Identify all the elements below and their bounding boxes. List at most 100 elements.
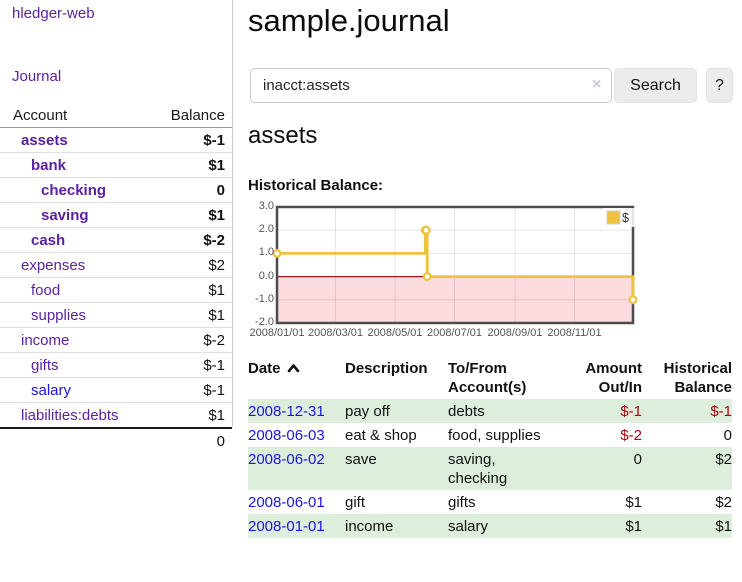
account-balance: $1 <box>208 306 225 324</box>
account-row: income $-2 <box>0 327 232 353</box>
chart-heading: Historical Balance: <box>248 177 384 194</box>
account-link[interactable]: salary <box>31 381 72 399</box>
data-point-marker <box>272 248 282 258</box>
account-link[interactable]: gifts <box>31 356 59 374</box>
account-link[interactable]: food <box>31 281 61 299</box>
legend-swatch <box>606 210 621 225</box>
account-link[interactable]: cash <box>31 231 66 249</box>
register-header-row: Date Description To/From Account(s) Amou… <box>248 357 732 399</box>
register-table: Date Description To/From Account(s) Amou… <box>248 357 732 538</box>
account-balance: $-1 <box>203 131 225 149</box>
y-axis-tick-label: 0.0 <box>258 269 274 282</box>
transaction-amount: $1 <box>625 494 642 511</box>
account-row: supplies $1 <box>0 302 232 328</box>
account-link[interactable]: income <box>21 331 70 349</box>
historical-balance-chart: $3.0 2.0 1.0 0.0 -1.0 -2.0 2008/01/01 2008/03/0… <box>248 200 642 345</box>
transaction-balance: 0 <box>723 427 732 444</box>
account-link[interactable]: saving <box>41 206 89 224</box>
account-row: salary $-1 <box>0 377 232 403</box>
account-row: expenses $2 <box>0 252 232 278</box>
account-row: assets $-1 <box>0 127 232 153</box>
chart-border <box>275 205 635 325</box>
transaction-description: eat & shop <box>345 427 417 444</box>
account-balance: $-1 <box>203 356 225 374</box>
register-row: 2008-06-03 eat & shop food, supplies $-2 0 <box>248 423 732 447</box>
accounts-total-value: 0 <box>152 427 232 453</box>
help-button[interactable]: ? <box>706 68 733 103</box>
account-link[interactable]: checking <box>41 181 107 199</box>
account-balance: $1 <box>208 206 225 224</box>
transaction-amount: $1 <box>625 518 642 535</box>
account-balance: 0 <box>216 181 225 199</box>
transaction-balance: $1 <box>715 518 732 535</box>
data-point-marker <box>628 295 638 305</box>
account-row: liabilities:debts $1 <box>0 402 232 429</box>
account-balance: $1 <box>208 406 225 424</box>
account-row: cash $-2 <box>0 227 232 253</box>
account-row: food $1 <box>0 277 232 303</box>
clear-search-icon[interactable]: × <box>592 76 602 93</box>
account-link[interactable]: supplies <box>31 306 87 324</box>
date-column-header[interactable]: Date <box>248 357 345 399</box>
account-row: saving $1 <box>0 202 232 228</box>
transaction-amount: $-2 <box>620 427 642 444</box>
transaction-date-link[interactable]: 2008-06-03 <box>248 427 325 444</box>
transaction-accounts: saving, checking <box>448 451 508 487</box>
transaction-date-link[interactable]: 2008-06-01 <box>248 494 325 511</box>
accounts-table: Account Balance assets $-1 bank $1 checking 0… <box>0 103 232 453</box>
transaction-description: save <box>345 451 377 468</box>
amount-column-header: Amount Out/In <box>585 360 642 396</box>
account-link[interactable]: bank <box>31 156 67 174</box>
transaction-amount: $-1 <box>620 403 642 420</box>
transaction-description: income <box>345 518 394 535</box>
page-title: sample.journal <box>248 3 450 38</box>
y-axis-tick-label: 3.0 <box>258 200 274 212</box>
transaction-balance: $-1 <box>710 403 732 420</box>
search-button[interactable]: Search <box>614 68 697 103</box>
x-axis-tick-label: 2008/07/01 <box>426 327 483 339</box>
y-axis-tick-label: -1.0 <box>255 292 274 305</box>
balance-column-header: Balance <box>152 103 232 128</box>
account-link[interactable]: expenses <box>21 256 86 274</box>
date-header-label: Date <box>248 360 281 377</box>
chart-canvas: $ <box>272 205 638 325</box>
x-axis-tick-label: 2008/03/01 <box>307 327 364 339</box>
transaction-balance: $2 <box>715 494 732 511</box>
account-link[interactable]: assets <box>21 131 68 149</box>
y-axis-tick-label: 2.0 <box>258 223 274 236</box>
brand-link[interactable]: hledger-web <box>12 5 95 22</box>
x-axis-tick-label: 2008/05/01 <box>367 327 423 339</box>
register-row: 2008-06-02 save saving, checking 0 $2 <box>248 447 732 490</box>
transaction-accounts: salary <box>448 518 489 535</box>
sort-ascending-icon <box>287 359 300 378</box>
account-balance: $2 <box>208 256 225 274</box>
register-row: 2008-12-31 pay off debts $-1 $-1 <box>248 399 732 423</box>
account-row: checking 0 <box>0 177 232 203</box>
negative-region <box>277 276 633 323</box>
account-balance: $1 <box>208 281 225 299</box>
transaction-date-link[interactable]: 2008-01-01 <box>248 518 325 535</box>
x-axis-tick-label: 2008/09/01 <box>487 327 543 339</box>
transaction-date-link[interactable]: 2008-12-31 <box>248 403 325 420</box>
y-axis-tick-label: 1.0 <box>258 246 274 259</box>
x-axis-tick-label: 2008/01/01 <box>249 327 305 339</box>
y-axis-tick-label: -2.0 <box>255 316 274 328</box>
account-balance: $-2 <box>203 231 225 249</box>
account-link[interactable]: liabilities:debts <box>21 406 119 424</box>
transaction-amount: 0 <box>633 451 642 468</box>
search-input[interactable] <box>250 68 612 103</box>
account-row: bank $1 <box>0 152 232 178</box>
transaction-balance: $2 <box>715 451 732 468</box>
sidebar-divider <box>232 0 233 427</box>
transaction-description: gift <box>345 494 366 511</box>
transaction-date-link[interactable]: 2008-06-02 <box>248 451 325 468</box>
tofrom-column-header: To/From Account(s) <box>448 360 527 396</box>
account-balance: $1 <box>208 156 225 174</box>
data-point-marker <box>422 272 432 282</box>
transaction-accounts: gifts <box>448 494 476 511</box>
register-row: 2008-01-01 income salary $1 $1 <box>248 514 732 538</box>
sidebar-item-journal[interactable]: Journal <box>12 68 62 85</box>
account-row: gifts $-1 <box>0 352 232 378</box>
account-heading: assets <box>248 122 318 149</box>
